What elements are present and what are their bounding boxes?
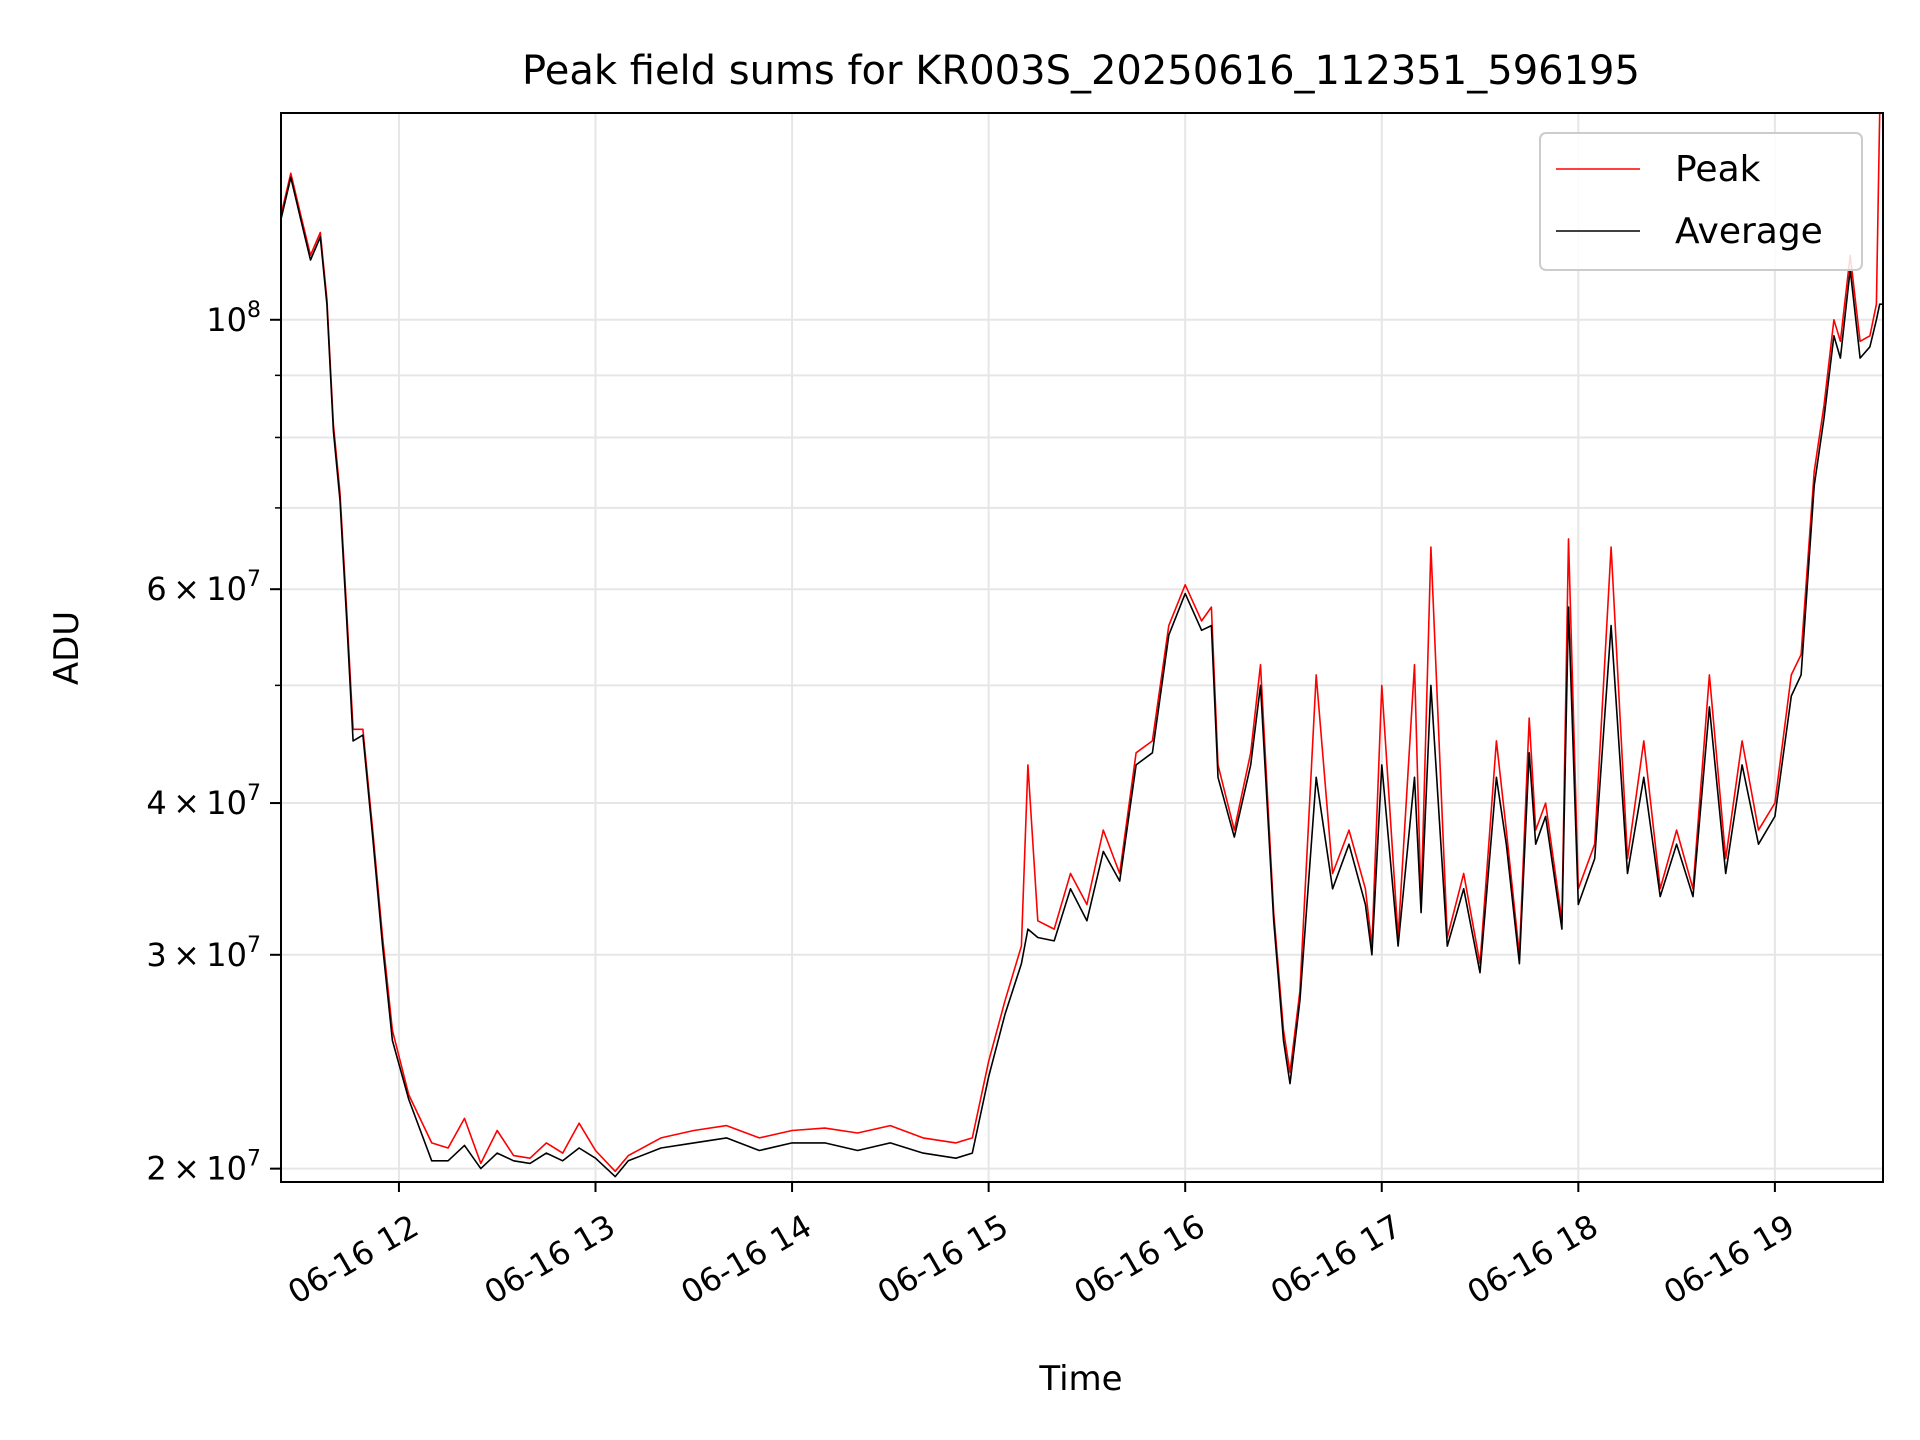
legend-average-label: Average: [1675, 211, 1823, 252]
plot-frame: [280, 112, 1884, 1183]
legend: Peak Average: [1539, 132, 1863, 271]
plot-area: [280, 112, 1883, 1178]
legend-peak-label: Peak: [1675, 149, 1761, 190]
y-axis: 2 × 107 3 × 107 4 × 107 6 × 107 108: [146, 298, 281, 1188]
y-tick-label: 6 × 107: [146, 567, 261, 608]
grid: [281, 113, 1883, 1182]
chart-title: Peak field sums for KR003S_20250616_1123…: [522, 48, 1640, 94]
x-axis-label: Time: [1038, 1359, 1122, 1399]
y-tick-label: 2 × 107: [146, 1147, 261, 1188]
series-line-average: [280, 176, 1883, 1178]
legend-box: [1539, 132, 1863, 271]
y-axis-label: ADU: [47, 611, 87, 685]
y-tick-label: 108: [206, 298, 261, 339]
y-tick-label: 3 × 107: [146, 933, 261, 974]
y-tick-label: 4 × 107: [146, 781, 261, 822]
series-line-peak: [280, 112, 1883, 1173]
